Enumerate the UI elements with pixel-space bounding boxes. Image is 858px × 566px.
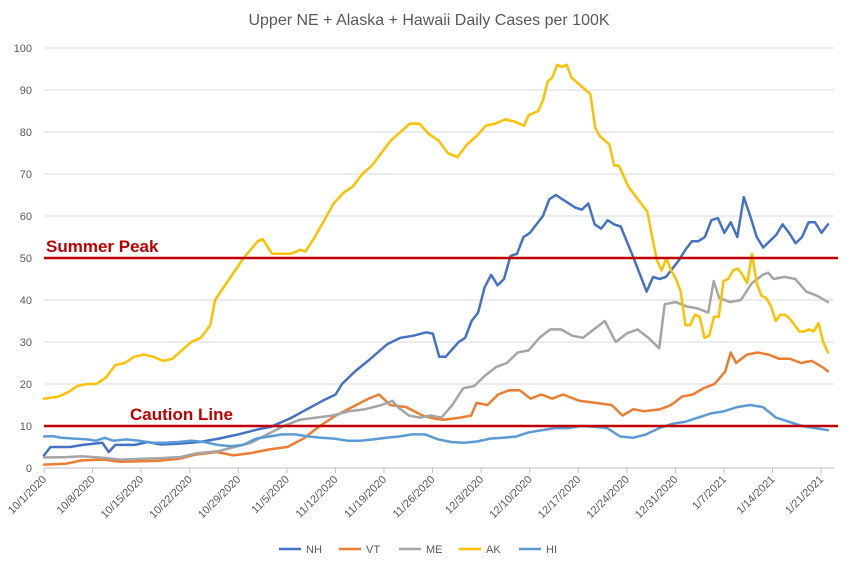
- x-tick-label: 1/14/2021: [735, 474, 778, 517]
- series-line-vt: [42, 351, 830, 466]
- x-tick-label: 12/10/2020: [487, 474, 534, 521]
- x-tick-label: 10/8/2020: [55, 474, 98, 517]
- x-tick-label: 10/1/2020: [6, 474, 49, 517]
- y-tick-label: 10: [20, 421, 32, 433]
- series-line-ak: [42, 63, 830, 400]
- series-line-hi: [42, 403, 830, 448]
- series-lines: [42, 63, 830, 466]
- legend-label: AK: [486, 544, 501, 556]
- legend: NH VT ME AK HI: [279, 544, 557, 556]
- x-tick-label: 12/3/2020: [443, 474, 486, 517]
- y-tick-label: 90: [20, 85, 32, 97]
- y-tick-label: 80: [20, 127, 32, 139]
- x-tick-label: 12/31/2020: [633, 474, 680, 521]
- y-tick-label: 30: [20, 337, 32, 349]
- x-tick-label: 11/12/2020: [294, 474, 341, 521]
- x-tick-label: 12/17/2020: [536, 474, 583, 521]
- x-tick-label: 10/22/2020: [147, 474, 194, 521]
- legend-label: HI: [546, 544, 557, 556]
- chart-title: Upper NE + Alaska + Hawaii Daily Cases p…: [248, 12, 609, 29]
- reference-line-label: Summer Peak: [46, 237, 159, 256]
- y-tick-label: 100: [14, 43, 32, 55]
- reference-line-label: Caution Line: [130, 405, 233, 424]
- x-tick-label: 12/24/2020: [584, 474, 631, 521]
- x-axis: 10/1/2020 10/8/2020 10/15/2020 10/22/2020 10…: [6, 468, 826, 521]
- reference-lines: Summer Peak Caution Line: [44, 237, 838, 428]
- x-tick-label: 10/15/2020: [99, 474, 146, 521]
- y-tick-label: 40: [20, 295, 32, 307]
- x-tick-label: 11/19/2020: [342, 474, 389, 521]
- y-tick-label: 60: [20, 211, 32, 223]
- y-tick-label: 70: [20, 169, 32, 181]
- x-tick-label: 10/29/2020: [196, 474, 243, 521]
- legend-label: VT: [366, 544, 380, 556]
- x-tick-label: 1/21/2021: [783, 474, 826, 517]
- x-tick-label: 1/7/2021: [690, 474, 729, 513]
- series-line-me: [42, 271, 830, 461]
- x-tick-label: 11/26/2020: [391, 474, 438, 521]
- legend-label: ME: [426, 544, 443, 556]
- legend-label: NH: [306, 544, 322, 556]
- y-tick-label: 0: [26, 463, 32, 475]
- y-axis: 0 10 20 30 40 50 60 70 80 90 100: [14, 43, 32, 475]
- series-line-nh: [42, 193, 830, 457]
- y-tick-label: 20: [20, 379, 32, 391]
- y-tick-label: 50: [20, 253, 32, 265]
- x-tick-label: 11/5/2020: [249, 474, 292, 517]
